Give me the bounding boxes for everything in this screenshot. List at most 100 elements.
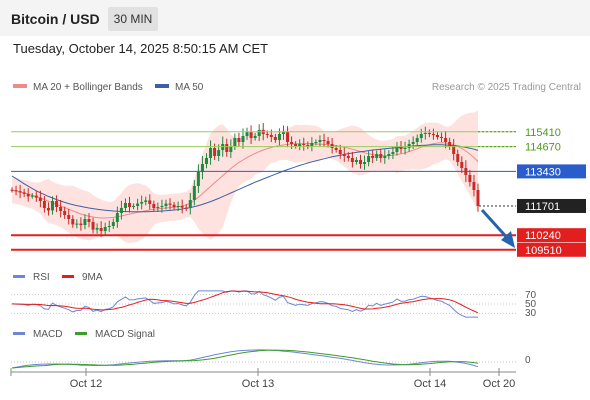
candle (302, 137, 306, 151)
candle-body (115, 213, 119, 222)
macd-plot (11, 349, 516, 369)
price-label: 110240 (525, 230, 561, 242)
candle (253, 133, 257, 141)
price-label: 113430 (525, 166, 561, 178)
candle (192, 180, 196, 206)
candle-body (346, 156, 350, 158)
candle-body (42, 201, 46, 208)
candle (75, 219, 79, 229)
candle-body (318, 140, 322, 142)
candle-body (306, 145, 310, 146)
candle-body (99, 228, 103, 231)
candle (387, 150, 391, 160)
candle (148, 194, 152, 210)
candle-body (440, 137, 444, 138)
candle (188, 192, 192, 215)
candle-body (200, 164, 204, 172)
candle (403, 141, 407, 155)
candle (286, 126, 290, 148)
macd-signal-line (11, 349, 479, 369)
candle-body (188, 200, 192, 208)
rsi-legend-label: RSI (33, 272, 50, 283)
candle-body (30, 195, 34, 197)
candle-body (403, 148, 407, 149)
candle-body (253, 136, 257, 138)
candle-body (34, 195, 38, 198)
candle-body (249, 132, 253, 138)
candle (107, 220, 111, 232)
instrument-title: Bitcoin / USD (11, 11, 100, 27)
forecast-arrow-head (501, 231, 515, 248)
candle (358, 154, 362, 169)
candle (184, 204, 188, 212)
candle-body (448, 142, 452, 146)
candle (367, 151, 371, 167)
candle-body (456, 154, 460, 162)
candle (456, 149, 460, 166)
candle (415, 134, 419, 146)
candle-body (51, 201, 55, 211)
candle-body (128, 203, 132, 207)
ma20-legend-label: MA 20 + Bollinger Bands (33, 82, 143, 93)
candle (399, 141, 403, 154)
candle-body (294, 144, 298, 146)
candle-body (156, 207, 160, 208)
candle-body (468, 175, 472, 182)
ma50-legend-swatch (155, 84, 169, 88)
price-levels: 115410 114670 113430 111701 110240 109510 (11, 127, 586, 257)
candle (83, 214, 87, 230)
candle-body (322, 140, 326, 141)
price-label-box (517, 164, 586, 179)
macd-legend-swatch (13, 332, 25, 335)
candle-body (209, 148, 213, 158)
candle-body (286, 132, 290, 142)
candle (22, 188, 26, 198)
candle-body (314, 142, 318, 143)
candle (233, 133, 237, 150)
rsi-legend-swatch (13, 275, 25, 278)
candle-body (379, 154, 383, 158)
rsi-tick-30: 30 (525, 308, 537, 319)
x-tick-label: Oct 13 (242, 378, 274, 390)
candle (346, 152, 350, 162)
candle (350, 151, 354, 168)
candle-body (233, 138, 237, 146)
candle-body (460, 162, 464, 168)
candle-body (172, 204, 176, 207)
candle (55, 195, 59, 213)
candle (314, 139, 318, 146)
price-label: 114670 (525, 142, 561, 154)
candle-body (71, 219, 75, 225)
candle-body (136, 203, 140, 206)
candle (435, 132, 439, 140)
candle (14, 185, 18, 196)
forecast-arrow-shaft (480, 208, 512, 243)
candle (245, 127, 249, 140)
candle-body (277, 134, 281, 140)
candle (306, 141, 310, 150)
candle-body (205, 158, 209, 164)
candle (172, 201, 176, 210)
candle (91, 217, 95, 234)
candle-body (164, 203, 168, 206)
candle-body (217, 150, 221, 156)
candle (468, 169, 472, 187)
candle (298, 139, 302, 151)
candle (460, 156, 464, 174)
candle (273, 133, 277, 143)
candle (200, 156, 204, 180)
candle (156, 202, 160, 213)
timeframe-badge[interactable]: 30 MIN (108, 7, 158, 31)
candle-body (83, 219, 87, 225)
candle-body (241, 136, 245, 142)
price-label-box (517, 228, 586, 243)
candle-body (168, 203, 172, 205)
candle (95, 223, 99, 234)
candle-body (423, 133, 427, 134)
rsi-plot (11, 290, 516, 318)
candle (391, 146, 395, 160)
candle (338, 144, 342, 159)
candle-body (427, 133, 431, 134)
ma20-line (11, 142, 479, 219)
